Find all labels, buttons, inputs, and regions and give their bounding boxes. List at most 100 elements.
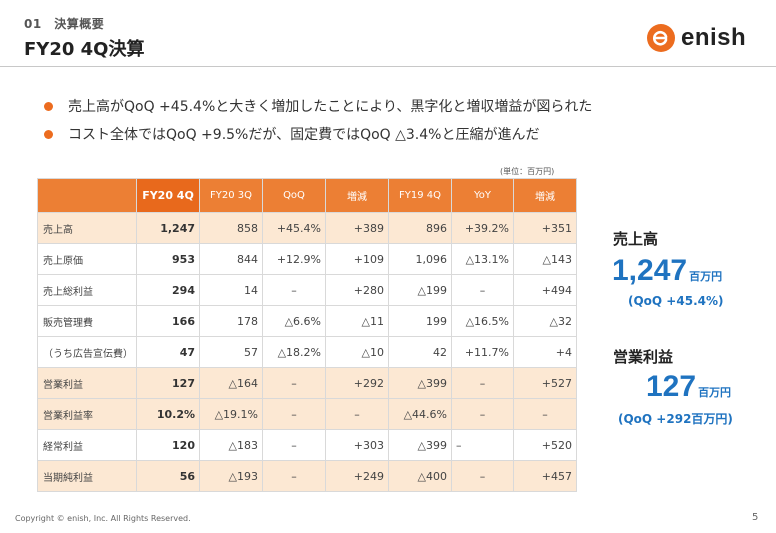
table-cell: △400 [388, 460, 452, 492]
table-cell: – [451, 398, 514, 430]
header-cell: FY19 4Q [388, 178, 452, 213]
table-cell: – [262, 274, 326, 306]
table-row: 売上総利益 294 14 – +280 △199 – +494 [37, 274, 577, 306]
page-title: FY20 4Q決算 [24, 39, 145, 60]
table-cell: △199 [388, 274, 452, 306]
header-cell: 増減 [513, 178, 577, 213]
table-cell: △16.5% [451, 305, 514, 337]
kpi-sales-value: 1,247 百万円 [612, 254, 722, 288]
table-cell: △399 [388, 367, 452, 399]
table-cell: 294 [136, 274, 200, 306]
table-cell: △164 [199, 367, 263, 399]
summary-bullets: 売上高がQoQ +45.4%と大きく増加したことにより、黒字化と増収増益が図られ… [44, 92, 592, 148]
row-label: 営業利益 [37, 367, 137, 399]
kpi-op-unit: 百万円 [698, 386, 732, 399]
table-cell: 1,247 [136, 212, 200, 244]
table-row: 売上高 1,247 858 +45.4% +389 896 +39.2% +35… [37, 212, 577, 244]
row-label: 経常利益 [37, 429, 137, 461]
enish-logo-icon [647, 24, 675, 52]
table-cell: 56 [136, 460, 200, 492]
kpi-sales-label: 売上高 [613, 230, 659, 248]
table-cell: 896 [388, 212, 452, 244]
table-cell: – [262, 460, 326, 492]
table-cell: △18.2% [262, 336, 326, 368]
financial-table: FY20 4Q FY20 3Q QoQ 増減 FY19 4Q YoY 増減 売上… [37, 178, 577, 492]
kpi-op-number: 127 [646, 370, 697, 403]
table-cell: – [262, 367, 326, 399]
table-cell: +389 [325, 212, 389, 244]
table-row: 売上原価 953 844 +12.9% +109 1,096 △13.1% △1… [37, 243, 577, 275]
table-cell: 844 [199, 243, 263, 275]
table-row: 営業利益 127 △164 – +292 △399 – +527 [37, 367, 577, 399]
kpi-op-value: 127 百万円 [646, 370, 731, 404]
table-row: （うち広告宣伝費） 47 57 △18.2% △10 42 +11.7% +4 [37, 336, 577, 368]
table-cell: – [451, 460, 514, 492]
table-cell: △143 [513, 243, 577, 275]
row-label: 当期純利益 [37, 460, 137, 492]
bullet-item: 売上高がQoQ +45.4%と大きく増加したことにより、黒字化と増収増益が図られ… [44, 92, 592, 120]
table-cell: △6.6% [262, 305, 326, 337]
bullet-dot-icon [44, 101, 53, 111]
table-cell: – [262, 398, 326, 430]
bullet-dot-icon [44, 129, 53, 139]
table-cell: +303 [325, 429, 389, 461]
header-cell: FY20 4Q [136, 178, 200, 213]
table-cell: +45.4% [262, 212, 326, 244]
bullet-text: 売上高がQoQ +45.4%と大きく増加したことにより、黒字化と増収増益が図られ… [68, 99, 593, 115]
row-label: 販売管理費 [37, 305, 137, 337]
unit-note: (単位：百万円) [500, 167, 555, 176]
table-cell: +109 [325, 243, 389, 275]
logo-text: enish [681, 24, 747, 51]
table-cell: – [451, 274, 514, 306]
table-cell: +11.7% [451, 336, 514, 368]
bullet-item: コスト全体ではQoQ +9.5%だが、固定費ではQoQ △3.4%と圧縮が進んだ [44, 120, 592, 148]
header-cell: 増減 [325, 178, 389, 213]
table-cell: – [451, 429, 514, 461]
row-label: （うち広告宣伝費） [37, 336, 137, 368]
table-header-row: FY20 4Q FY20 3Q QoQ 増減 FY19 4Q YoY 増減 [37, 178, 577, 213]
copyright: Copyright © enish, Inc. All Rights Reser… [15, 514, 191, 523]
table-cell: +249 [325, 460, 389, 492]
table-cell: +527 [513, 367, 577, 399]
table-cell: △32 [513, 305, 577, 337]
table-cell: 199 [388, 305, 452, 337]
kpi-op-label: 営業利益 [613, 348, 674, 366]
table-cell: – [325, 398, 389, 430]
table-cell: △193 [199, 460, 263, 492]
table-cell: 120 [136, 429, 200, 461]
section-label: 01 決算概要 [24, 17, 105, 31]
table-cell: △399 [388, 429, 452, 461]
table-cell: +494 [513, 274, 577, 306]
table-row: 当期純利益 56 △193 – +249 △400 – +457 [37, 460, 577, 492]
header-cell: YoY [451, 178, 514, 213]
kpi-sales-change: (QoQ +45.4%) [628, 294, 724, 308]
header-cell: QoQ [262, 178, 326, 213]
table-cell: +12.9% [262, 243, 326, 275]
table-cell: △11 [325, 305, 389, 337]
table-cell: – [513, 398, 577, 430]
table-cell: – [451, 367, 514, 399]
table-cell: 166 [136, 305, 200, 337]
table-cell: 42 [388, 336, 452, 368]
page-number: 5 [752, 512, 759, 523]
table-cell: 178 [199, 305, 263, 337]
table-cell: 57 [199, 336, 263, 368]
row-label: 売上原価 [37, 243, 137, 275]
kpi-op-change: (QoQ +292百万円) [618, 412, 733, 426]
table-cell: +292 [325, 367, 389, 399]
table-cell: 14 [199, 274, 263, 306]
table-cell: +280 [325, 274, 389, 306]
table-cell: – [262, 429, 326, 461]
header-cell: FY20 3Q [199, 178, 263, 213]
row-label: 営業利益率 [37, 398, 137, 430]
table-cell: △183 [199, 429, 263, 461]
kpi-sales-number: 1,247 [612, 254, 688, 287]
table-cell: △44.6% [388, 398, 452, 430]
table-cell: +520 [513, 429, 577, 461]
table-cell: 47 [136, 336, 200, 368]
kpi-sales-unit: 百万円 [689, 270, 723, 283]
table-cell: +457 [513, 460, 577, 492]
header-cell [37, 178, 137, 213]
bullet-text: コスト全体ではQoQ +9.5%だが、固定費ではQoQ △3.4%と圧縮が進んだ [68, 127, 540, 143]
table-cell: 10.2% [136, 398, 200, 430]
